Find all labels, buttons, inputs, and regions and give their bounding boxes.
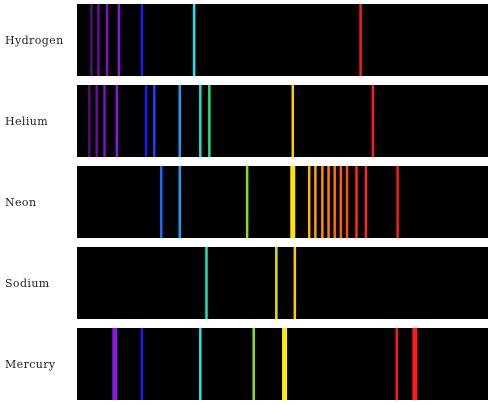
emission-line-neon-9	[333, 166, 336, 238]
spectrum-strip-helium	[77, 85, 488, 157]
spectrum-strip-hydrogen	[77, 4, 488, 76]
emission-line-sodium-2	[275, 247, 278, 319]
spectrum-strip-neon	[77, 166, 488, 238]
emission-line-mercury-3	[199, 328, 202, 400]
emission-line-helium-1	[88, 85, 91, 157]
emission-line-neon-4	[290, 166, 296, 238]
emission-line-sodium-3	[293, 247, 297, 319]
spectrum-row-sodium: Sodium	[5, 247, 488, 319]
emission-line-mercury-2	[140, 328, 144, 400]
spectrum-row-neon: Neon	[5, 166, 488, 238]
emission-line-neon-14	[396, 166, 399, 238]
element-label-hydrogen: Hydrogen	[5, 34, 64, 47]
emission-line-neon-8	[327, 166, 330, 238]
emission-line-helium-7	[178, 85, 181, 157]
emission-line-mercury-1	[112, 328, 118, 400]
emission-line-mercury-7	[412, 328, 418, 400]
emission-line-mercury-6	[395, 328, 399, 400]
emission-line-neon-6	[314, 166, 317, 238]
emission-line-helium-9	[208, 85, 211, 157]
emission-line-neon-1	[160, 166, 163, 238]
emission-line-neon-11	[345, 166, 349, 238]
emission-line-neon-10	[339, 166, 343, 238]
emission-line-neon-7	[321, 166, 324, 238]
spectrum-row-helium: Helium	[5, 85, 488, 157]
element-label-neon: Neon	[5, 196, 36, 209]
element-label-sodium: Sodium	[5, 277, 50, 290]
spectrum-strip-sodium	[77, 247, 488, 319]
emission-line-hydrogen-6	[192, 4, 196, 76]
emission-line-helium-6	[153, 85, 156, 157]
emission-line-helium-11	[371, 85, 375, 157]
element-label-mercury: Mercury	[5, 358, 56, 371]
emission-line-neon-2	[178, 166, 181, 238]
emission-line-hydrogen-1	[90, 4, 93, 76]
emission-line-neon-3	[245, 166, 249, 238]
emission-line-helium-10	[291, 85, 295, 157]
emission-line-mercury-5	[282, 328, 288, 400]
emission-line-helium-5	[144, 85, 148, 157]
emission-line-helium-4	[115, 85, 119, 157]
emission-line-neon-13	[364, 166, 368, 238]
emission-line-hydrogen-3	[105, 4, 109, 76]
spectrum-row-mercury: Mercury	[5, 328, 488, 400]
emission-line-helium-8	[199, 85, 202, 157]
emission-line-hydrogen-2	[97, 4, 100, 76]
element-label-helium: Helium	[5, 115, 48, 128]
emission-line-mercury-4	[252, 328, 255, 400]
emission-line-hydrogen-4	[117, 4, 121, 76]
emission-line-sodium-1	[205, 247, 208, 319]
emission-line-hydrogen-7	[359, 4, 362, 76]
spectrum-row-hydrogen: Hydrogen	[5, 4, 488, 76]
emission-line-helium-3	[103, 85, 106, 157]
emission-line-hydrogen-5	[140, 4, 144, 76]
emission-line-neon-5	[307, 166, 311, 238]
emission-line-helium-2	[95, 85, 98, 157]
emission-line-neon-12	[355, 166, 358, 238]
